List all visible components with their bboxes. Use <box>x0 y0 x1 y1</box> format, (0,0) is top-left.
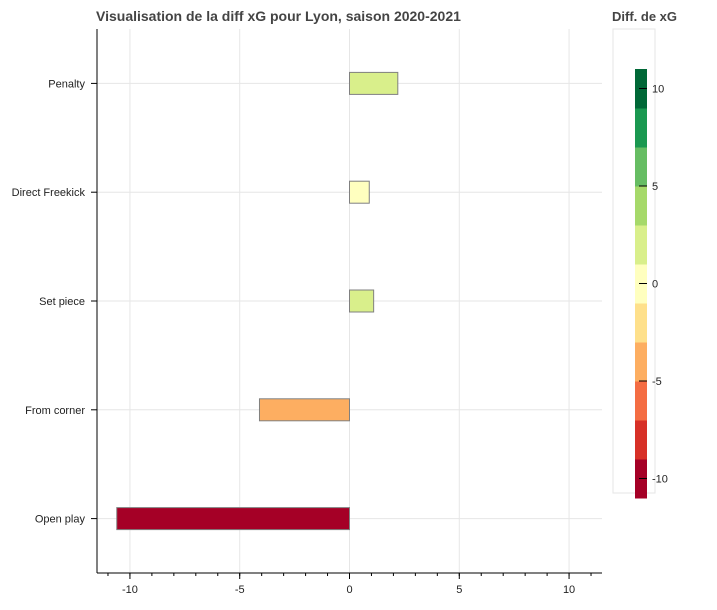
colorbar-scale: 10 5 0 -5 -10 <box>635 69 668 499</box>
colorbar-title: Diff. de xG <box>612 9 677 24</box>
colorbar-segment <box>635 420 647 460</box>
colorbar-segment <box>635 186 647 226</box>
colorbar-tick-label: 10 <box>652 84 664 96</box>
y-tick-label: Set piece <box>39 296 85 308</box>
y-tick-label: Direct Freekick <box>12 187 86 199</box>
axes: -10 -5 0 5 10 Penalty Direct Freekick Set piece… <box>12 29 602 596</box>
bar-penalty <box>349 71 399 95</box>
colorbar-tick-label: -5 <box>652 376 662 388</box>
y-tick-label: Penalty <box>48 78 85 90</box>
colorbar-tick-label: -10 <box>652 474 668 486</box>
bar-from-corner <box>258 398 351 422</box>
colorbar-segment <box>635 108 647 148</box>
colorbar-tick-label: 0 <box>652 279 658 291</box>
x-tick-label: -5 <box>235 584 245 596</box>
x-tick-label: 10 <box>563 584 575 596</box>
colorbar-frame <box>612 28 656 494</box>
bar-set-piece <box>349 289 375 313</box>
bars <box>116 71 399 531</box>
bar-open-play <box>116 507 351 531</box>
colorbar-segment <box>635 303 647 343</box>
y-tick-label: Open play <box>35 514 86 526</box>
colorbar-tick-label: 5 <box>652 181 658 193</box>
colorbar: Diff. de xG 10 5 0 -5 -10 <box>612 9 677 499</box>
chart-title: Visualisation de la diff xG pour Lyon, s… <box>96 8 461 24</box>
colorbar-segment <box>635 225 647 265</box>
colorbar-segment <box>635 342 647 382</box>
bar-direct-freekick <box>349 180 370 204</box>
colorbar-segment <box>635 381 647 421</box>
y-tick-label: From corner <box>25 405 85 417</box>
x-tick-label: -10 <box>122 584 138 596</box>
colorbar-segment <box>635 147 647 187</box>
x-tick-label: 5 <box>456 584 462 596</box>
x-tick-label: 0 <box>346 584 352 596</box>
